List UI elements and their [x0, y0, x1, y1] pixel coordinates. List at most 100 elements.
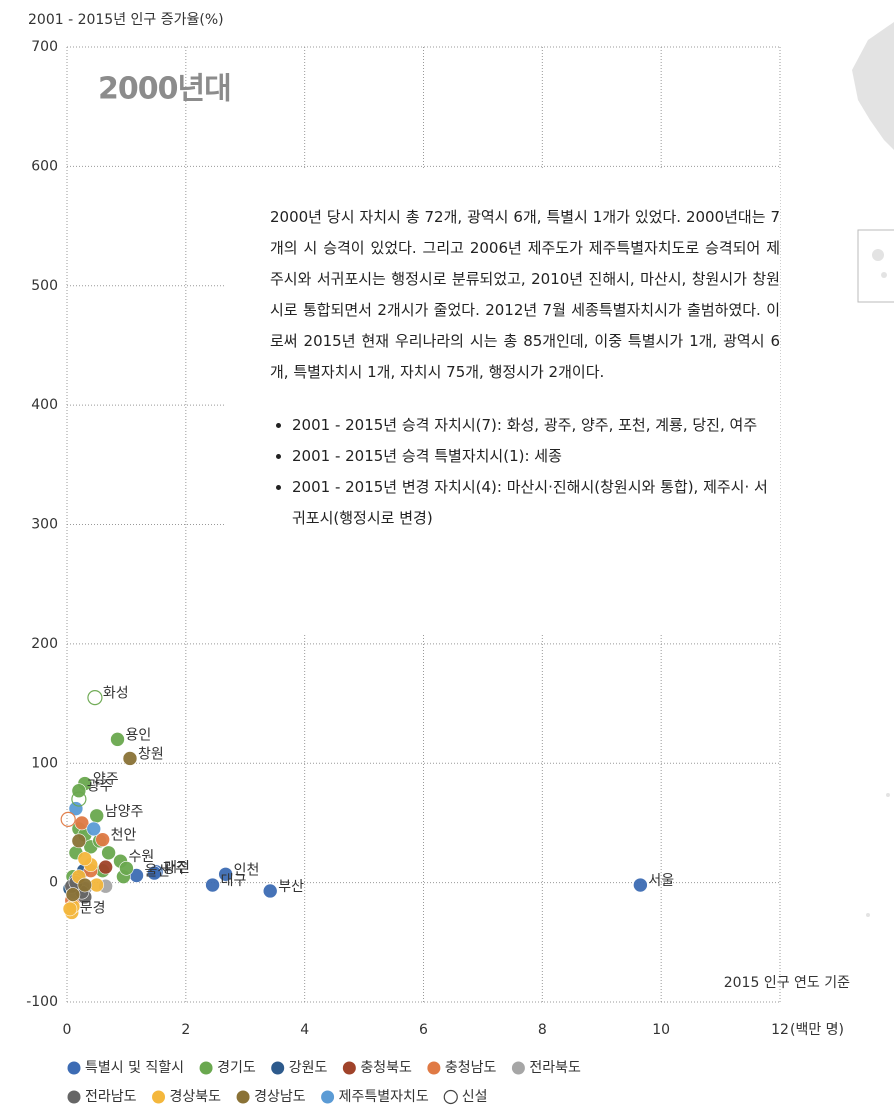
y-tick-label: 600: [31, 158, 58, 174]
y-axis-title: 2001 - 2015년 인구 증가율(%): [28, 12, 224, 28]
legend-item: 전라북도: [511, 1060, 581, 1076]
legend-marker: [236, 1090, 250, 1104]
text-box: 2000년 당시 자치시 총 72개, 광역시 6개, 특별시 1개가 있었다.…: [225, 170, 780, 635]
legend-item: 특별시 및 직할시: [67, 1060, 184, 1076]
data-label: 대전: [164, 860, 190, 876]
data-point: [60, 811, 76, 827]
data-point: [86, 821, 102, 837]
legend-marker: [152, 1090, 166, 1104]
legend-marker: [342, 1061, 356, 1075]
data-point: [110, 732, 125, 747]
legend-item: 강원도: [271, 1060, 327, 1076]
data-point: [98, 859, 113, 875]
data-label: 수원: [128, 849, 154, 865]
x-axis-unit: (백만 명): [790, 1022, 844, 1038]
data-point: [119, 860, 134, 876]
legend-item: 충청남도: [427, 1060, 497, 1076]
legend-label: 전라북도: [529, 1060, 581, 1076]
bullet-list: 2001 - 2015년 승격 자치시(7): 화성, 광주, 양주, 포천, …: [270, 410, 780, 534]
y-tick-label: 300: [31, 517, 58, 533]
data-point: [77, 877, 93, 893]
data-label: 울산: [145, 863, 171, 879]
legend-marker: [511, 1061, 525, 1075]
data-label: 광주: [87, 779, 113, 795]
legend-label: 특별시 및 직할시: [85, 1060, 184, 1076]
legend-item: 경상북도: [152, 1089, 221, 1105]
legend-marker: [271, 1061, 285, 1075]
y-tick-label: 200: [31, 636, 58, 652]
data-point: [68, 801, 84, 816]
y-tick-label: 0: [49, 875, 58, 891]
legend-marker: [321, 1090, 335, 1104]
legend-item: 제주특별자치도: [321, 1089, 429, 1105]
data-point: [71, 833, 87, 849]
y-tick-label: 700: [31, 39, 58, 55]
data-label: 양주: [93, 772, 119, 788]
legend-marker: [199, 1061, 213, 1075]
x-tick-label: 10: [652, 1022, 670, 1038]
legend-item: 경상남도: [236, 1089, 306, 1105]
data-label: 천안: [111, 828, 137, 844]
annotation: 2000년대: [98, 72, 231, 107]
y-tick-label: 500: [31, 278, 58, 294]
data-point: [87, 689, 103, 706]
data-point: [89, 808, 105, 824]
y-tick-label: 100: [31, 755, 58, 771]
legend-marker: [443, 1089, 458, 1105]
data-point: [65, 887, 81, 902]
legend-label: 경기도: [217, 1060, 256, 1076]
x-tick-label: 2: [181, 1022, 190, 1038]
legend-label: 충청북도: [360, 1060, 412, 1076]
legend-label: 충청남도: [445, 1060, 497, 1076]
legend-item: 전라남도: [67, 1089, 137, 1105]
data-label: 창원: [138, 746, 164, 762]
legend-label: 강원도: [289, 1060, 328, 1076]
legend-label: 전라남도: [85, 1089, 137, 1105]
legend-marker: [67, 1090, 81, 1104]
data-label: 용인: [126, 727, 152, 743]
bullet: 2001 - 2015년 승격 자치시(7): 화성, 광주, 양주, 포천, …: [292, 410, 780, 441]
data-label: 문경: [80, 900, 106, 916]
data-point: [71, 783, 87, 799]
data-label: 대구: [221, 873, 247, 889]
bullet: 2001 - 2015년 변경 자치시(4): 마산시·진해시(창원시와 통합)…: [292, 472, 780, 534]
x-tick-label: 0: [63, 1022, 72, 1038]
data-label: 광주: [162, 861, 188, 877]
data-point: [62, 901, 78, 917]
x-tick-label: 8: [538, 1022, 547, 1038]
legend-item: 충청북도: [342, 1060, 412, 1076]
data-point: [101, 845, 116, 861]
legend-label: 경상북도: [170, 1089, 222, 1105]
data-label: 화성: [103, 686, 129, 702]
x-tick-label: 6: [419, 1022, 428, 1038]
legend-item: 경기도: [199, 1060, 256, 1076]
data-label: 인천: [234, 862, 260, 878]
data-point: [147, 865, 162, 881]
data-label: 서울: [648, 873, 674, 889]
data-point: [205, 877, 220, 893]
data-point: [95, 832, 110, 847]
y-tick-label: -100: [26, 994, 58, 1010]
legend-item: 신설: [443, 1089, 488, 1105]
legend-label: 신설: [462, 1089, 488, 1105]
paragraph: 2000년 당시 자치시 총 72개, 광역시 6개, 특별시 1개가 있었다.…: [270, 208, 780, 381]
legend-label: 제주특별자치도: [339, 1089, 429, 1105]
data-label: 부산: [278, 879, 304, 895]
data-point: [71, 791, 87, 807]
y-tick-label: 400: [31, 397, 58, 413]
legend-label: 경상남도: [254, 1089, 306, 1105]
bullet: 2001 - 2015년 승격 특별자치시(1): 세종: [292, 441, 780, 472]
x-tick-label: 12: [771, 1022, 789, 1038]
data-label: 남양주: [105, 804, 144, 820]
data-point: [633, 877, 648, 893]
data-point: [122, 751, 138, 766]
data-point: [218, 866, 233, 882]
legend-marker: [67, 1061, 81, 1075]
source-note: 2015 인구 연도 기준: [724, 975, 850, 991]
legend-marker: [427, 1061, 441, 1075]
x-tick-label: 4: [300, 1022, 309, 1038]
data-point: [262, 883, 278, 899]
map-decoration: [852, 22, 894, 917]
data-point: [77, 851, 93, 867]
